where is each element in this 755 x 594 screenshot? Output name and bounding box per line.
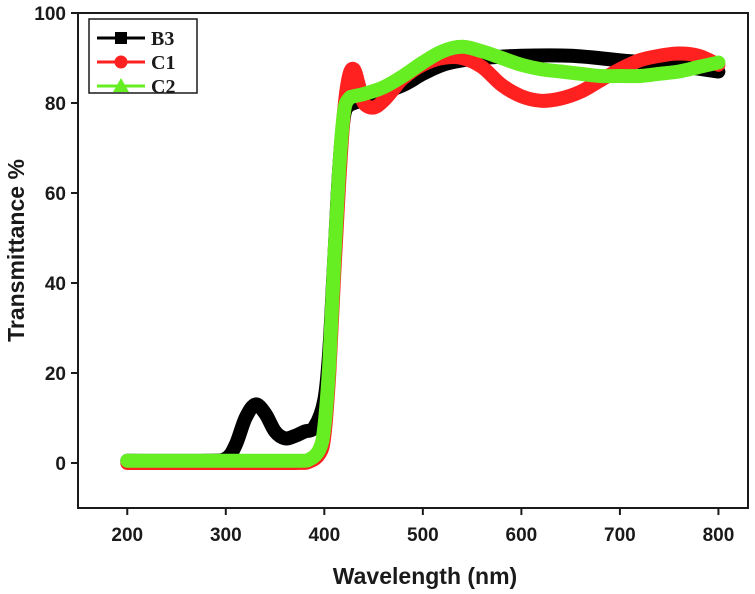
legend-marker-c1 [114,55,128,69]
plot-frame [77,12,749,509]
y-tick-label: 100 [34,4,66,25]
series-curves [120,39,726,471]
x-tick-label: 800 [703,525,735,546]
x-tick-label: 700 [604,525,636,546]
x-tick-label: 400 [308,525,340,546]
legend-label-b3: B3 [151,28,174,50]
legend-box [88,18,198,94]
series-line-c2 [120,39,726,468]
y-tick-label: 40 [45,274,66,295]
y-tick-label: 0 [55,454,66,475]
y-tick-label: 60 [45,184,66,205]
series-line-b3 [120,48,726,468]
y-tick-label: 20 [45,364,66,385]
legend-label-c1: C1 [151,52,175,74]
legend-label-c2: C2 [151,76,175,98]
legend-marker-c2 [113,78,129,92]
x-tick-label: 200 [111,525,143,546]
series-line-c1 [120,46,726,471]
x-axis-title: Wavelength (nm) [333,563,517,589]
y-tick-label: 80 [45,94,66,115]
axis-ticks: 200 300 400 500 600 700 800 0 20 40 60 80 100 [34,4,734,546]
x-tick-label: 600 [506,525,538,546]
x-tick-label: 300 [210,525,242,546]
x-tick-label: 500 [407,525,439,546]
y-axis-title: Transmittance % [3,159,29,342]
legend-marker-b3 [115,32,127,44]
